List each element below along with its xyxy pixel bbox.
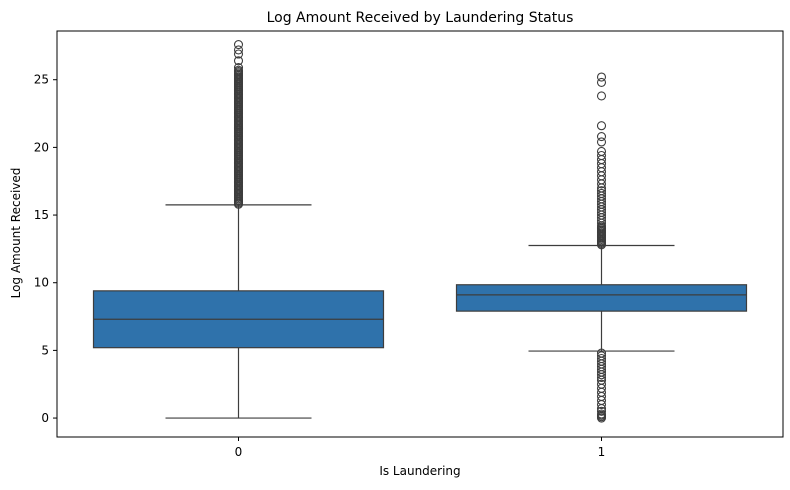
outlier-point xyxy=(233,49,244,59)
box-group-0 xyxy=(92,39,385,419)
axis-ticks: 0 5 10 15 20 25 0 1 xyxy=(34,73,606,459)
y-tick-label: 0 xyxy=(41,411,49,425)
y-tick-label: 10 xyxy=(34,276,49,290)
outlier-point xyxy=(596,351,607,361)
outlier-point xyxy=(596,132,607,142)
outlier-point xyxy=(233,45,244,55)
outlier-point xyxy=(596,353,607,364)
outlier-point xyxy=(596,409,607,419)
outlier-point xyxy=(596,137,607,147)
outlier-point xyxy=(596,77,607,87)
y-axis-label: Log Amount Received xyxy=(9,168,23,299)
outlier-point xyxy=(596,186,607,196)
y-tick-label: 25 xyxy=(34,73,49,87)
x-tick-label: 1 xyxy=(598,445,606,459)
y-tick-label: 5 xyxy=(41,343,49,357)
y-tick-label: 15 xyxy=(34,208,49,222)
plot-frame xyxy=(56,30,784,438)
outlier-point xyxy=(596,406,607,416)
outlier-point xyxy=(596,379,607,389)
iqr-box xyxy=(455,284,748,312)
outlier-point xyxy=(596,72,607,82)
plot-area xyxy=(92,39,748,423)
outlier-point xyxy=(233,56,244,66)
outlier-point xyxy=(596,91,607,101)
box-group-1 xyxy=(455,72,748,423)
outlier-point xyxy=(596,150,607,161)
x-axis-label: Is Laundering xyxy=(379,464,460,478)
chart-title: Log Amount Received by Laundering Status xyxy=(267,10,574,26)
outlier-point xyxy=(233,39,244,50)
outlier-point xyxy=(233,62,244,73)
x-tick-label: 0 xyxy=(235,445,243,459)
y-tick-label: 20 xyxy=(34,140,49,154)
outlier-point xyxy=(233,65,244,75)
outlier-point xyxy=(596,348,607,358)
outlier-point xyxy=(596,121,607,131)
outlier-point xyxy=(596,188,607,198)
outlier-point xyxy=(596,146,607,156)
